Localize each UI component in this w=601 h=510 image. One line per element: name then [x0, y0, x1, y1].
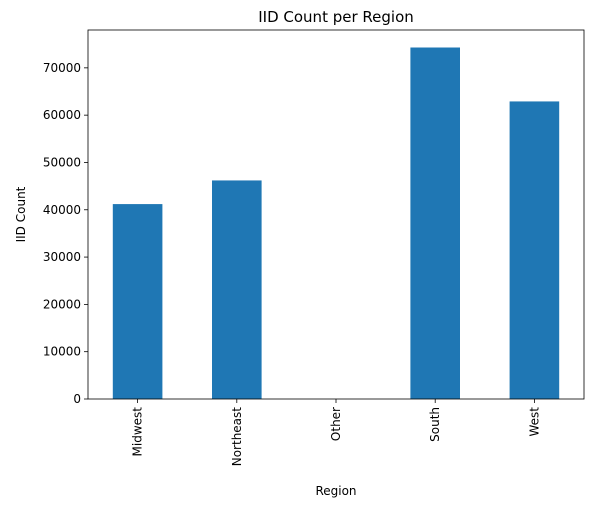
y-tick-label: 20000 [43, 297, 81, 311]
x-tick-label: Northeast [230, 407, 244, 467]
chart-title: IID Count per Region [258, 8, 414, 26]
y-axis: 0 10000 20000 30000 40000 50000 60000 70000 [43, 61, 88, 406]
x-tick-label: South [428, 407, 442, 442]
y-axis-label: IID Count [14, 186, 28, 242]
bar-south [410, 47, 460, 399]
y-tick-label: 40000 [43, 203, 81, 217]
x-tick-label: Midwest [131, 407, 145, 457]
bars-group [112, 47, 560, 400]
x-tick-label: West [527, 407, 541, 437]
bar-midwest [112, 204, 163, 399]
y-tick-label: 30000 [43, 250, 81, 264]
x-tick-label: Other [329, 407, 343, 441]
y-tick-label: 10000 [43, 345, 81, 359]
bar-west [509, 101, 560, 400]
y-tick-label: 0 [73, 392, 81, 406]
y-tick-label: 60000 [43, 108, 81, 122]
x-axis-label: Region [315, 484, 356, 498]
plot-frame [87, 29, 585, 400]
y-tick-label: 50000 [43, 155, 81, 169]
x-axis: Midwest Northeast Other South West [131, 399, 541, 467]
bar-northeast [212, 180, 262, 399]
y-tick-label: 70000 [43, 61, 81, 75]
